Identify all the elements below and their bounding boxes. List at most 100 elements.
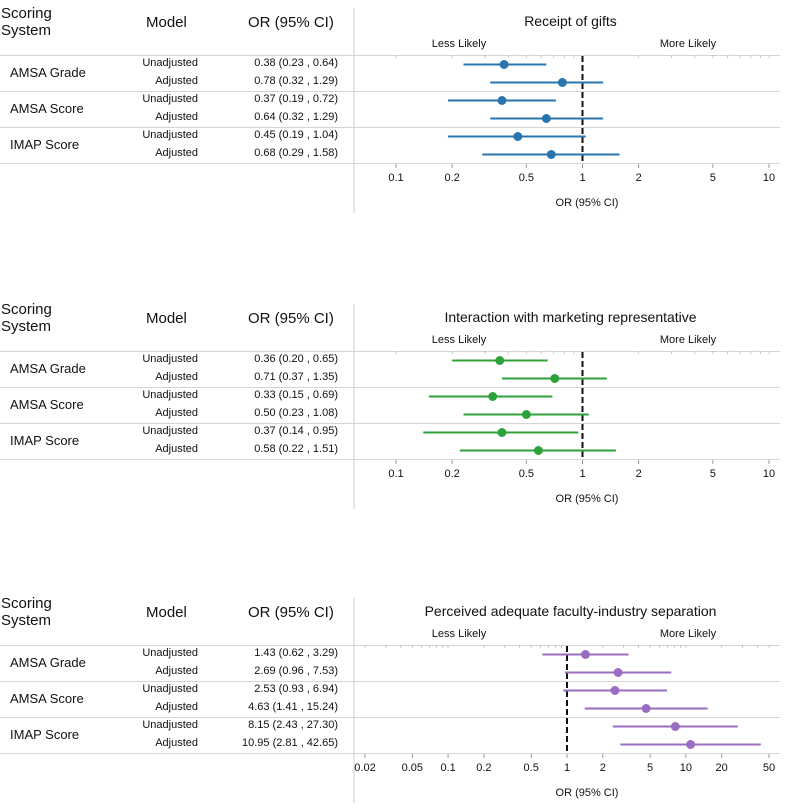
or-ci-label: 0.37 (0.19 , 0.72) xyxy=(254,93,338,105)
or-ci-label: 0.38 (0.23 , 0.64) xyxy=(254,57,338,69)
header-system-line1: Scoring xyxy=(1,5,52,22)
forest-plot-svg: Perceived adequate faculty-industry sepa… xyxy=(0,598,780,803)
x-tick-label: 50 xyxy=(763,762,775,774)
x-tick-label: 1 xyxy=(564,762,570,774)
or-point xyxy=(497,428,507,437)
header-system-line1: Scoring xyxy=(1,595,52,612)
forest-panel-3: Scoring System Model OR (95% CI) Perceived a… xyxy=(0,590,786,810)
or-ci-label: 10.95 (2.81 , 42.65) xyxy=(241,737,338,749)
or-point xyxy=(557,78,567,87)
x-tick-label: 0.1 xyxy=(388,468,403,480)
scoring-system-label: AMSA Score xyxy=(10,691,84,706)
or-point xyxy=(495,356,505,365)
more-likely-label: More Likely xyxy=(660,334,717,346)
model-label: Unadjusted xyxy=(142,93,198,105)
or-point xyxy=(550,374,560,383)
or-ci-label: 1.43 (0.62 , 3.29) xyxy=(254,647,338,659)
x-tick-label: 0.5 xyxy=(519,468,534,480)
x-axis-label: OR (95% CI) xyxy=(556,197,619,209)
model-label: Adjusted xyxy=(155,443,198,455)
chart-title: Receipt of gifts xyxy=(524,13,617,29)
model-label: Unadjusted xyxy=(142,389,198,401)
scoring-system-label: IMAP Score xyxy=(10,137,80,152)
or-ci-label: 0.64 (0.32 , 1.29) xyxy=(254,111,338,123)
model-label: Adjusted xyxy=(155,701,198,713)
or-point xyxy=(521,410,531,419)
x-tick-label: 0.02 xyxy=(354,762,375,774)
more-likely-label: More Likely xyxy=(660,628,717,640)
header-system-line2: System xyxy=(1,22,52,39)
scoring-system-label: AMSA Score xyxy=(10,101,84,116)
or-ci-label: 0.33 (0.15 , 0.69) xyxy=(254,389,338,401)
x-tick-label: 5 xyxy=(710,468,716,480)
x-axis-label: OR (95% CI) xyxy=(556,787,619,799)
header-or: OR (95% CI) xyxy=(248,604,334,621)
model-label: Unadjusted xyxy=(142,57,198,69)
scoring-system-label: IMAP Score xyxy=(10,727,80,742)
or-point xyxy=(533,446,543,455)
or-ci-label: 2.53 (0.93 , 6.94) xyxy=(254,683,338,695)
x-tick-label: 0.2 xyxy=(444,172,459,184)
or-ci-label: 0.78 (0.32 , 1.29) xyxy=(254,75,338,87)
header-or: OR (95% CI) xyxy=(248,310,334,327)
model-label: Adjusted xyxy=(155,665,198,677)
x-tick-label: 0.5 xyxy=(524,762,539,774)
model-label: Adjusted xyxy=(155,147,198,159)
x-axis-label: OR (95% CI) xyxy=(556,493,619,505)
or-ci-label: 0.71 (0.37 , 1.35) xyxy=(254,371,338,383)
scoring-system-label: AMSA Grade xyxy=(10,65,86,80)
header-system-line2: System xyxy=(1,612,52,629)
x-tick-label: 0.1 xyxy=(440,762,455,774)
or-point xyxy=(641,704,651,713)
forest-panel-1: Scoring System Model OR (95% CI) Receipt of … xyxy=(0,0,786,220)
model-label: Unadjusted xyxy=(142,719,198,731)
x-tick-label: 2 xyxy=(600,762,606,774)
or-ci-label: 4.63 (1.41 , 15.24) xyxy=(248,701,338,713)
or-point xyxy=(670,722,680,731)
or-point xyxy=(613,668,623,677)
model-label: Unadjusted xyxy=(142,425,198,437)
forest-plot-svg: Receipt of gifts Less Likely More Likely 0.… xyxy=(0,8,780,213)
or-ci-label: 0.50 (0.23 , 1.08) xyxy=(254,407,338,419)
x-tick-label: 0.1 xyxy=(388,172,403,184)
x-tick-label: 2 xyxy=(636,468,642,480)
or-ci-label: 0.68 (0.29 , 1.58) xyxy=(254,147,338,159)
scoring-system-label: AMSA Grade xyxy=(10,361,86,376)
or-point xyxy=(497,96,507,105)
or-point xyxy=(580,650,590,659)
x-tick-label: 1 xyxy=(579,468,585,480)
scoring-system-label: AMSA Score xyxy=(10,397,84,412)
less-likely-label: Less Likely xyxy=(432,628,487,640)
more-likely-label: More Likely xyxy=(660,38,717,50)
model-label: Adjusted xyxy=(155,407,198,419)
x-tick-label: 0.05 xyxy=(402,762,423,774)
model-label: Unadjusted xyxy=(142,129,198,141)
model-label: Unadjusted xyxy=(142,683,198,695)
or-ci-label: 0.58 (0.22 , 1.51) xyxy=(254,443,338,455)
or-point xyxy=(513,132,523,141)
x-tick-label: 20 xyxy=(716,762,728,774)
or-point xyxy=(499,60,509,69)
or-ci-label: 0.37 (0.14 , 0.95) xyxy=(254,425,338,437)
model-label: Adjusted xyxy=(155,371,198,383)
chart-title: Perceived adequate faculty-industry sepa… xyxy=(425,603,717,619)
header-system-line2: System xyxy=(1,318,52,335)
or-point xyxy=(686,740,696,749)
or-point xyxy=(541,114,551,123)
model-label: Adjusted xyxy=(155,75,198,87)
x-tick-label: 0.2 xyxy=(444,468,459,480)
less-likely-label: Less Likely xyxy=(432,38,487,50)
forest-plot-svg: Interaction with marketing representativ… xyxy=(0,304,780,509)
x-tick-label: 10 xyxy=(763,172,775,184)
x-tick-label: 0.2 xyxy=(476,762,491,774)
scoring-system-label: AMSA Grade xyxy=(10,655,86,670)
x-tick-label: 5 xyxy=(647,762,653,774)
model-label: Unadjusted xyxy=(142,353,198,365)
forest-panel-2: Scoring System Model OR (95% CI) Interaction… xyxy=(0,296,786,516)
header-model: Model xyxy=(146,14,187,31)
or-point xyxy=(546,150,556,159)
or-ci-label: 8.15 (2.43 , 27.30) xyxy=(248,719,338,731)
header-model: Model xyxy=(146,604,187,621)
or-point xyxy=(610,686,620,695)
chart-title: Interaction with marketing representativ… xyxy=(444,309,696,325)
